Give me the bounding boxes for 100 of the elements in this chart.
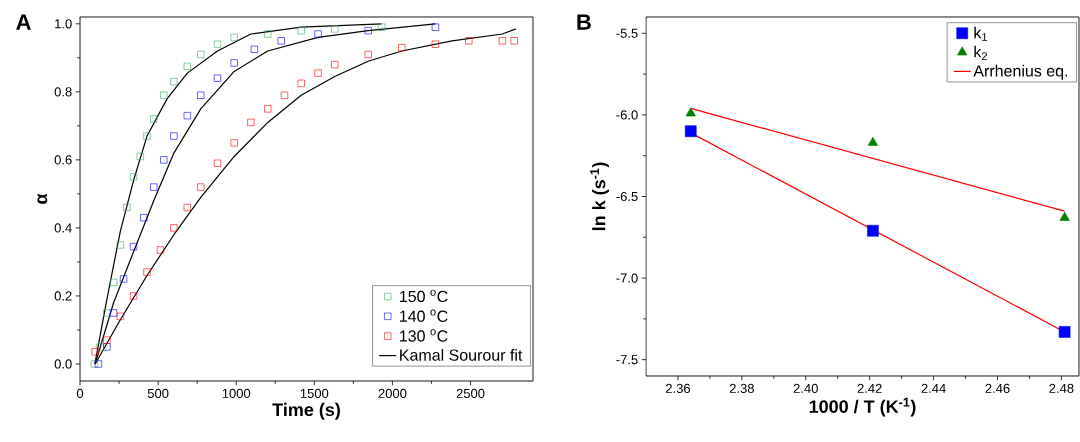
y-tick-label: 1.0 — [55, 19, 72, 29]
point — [213, 40, 222, 48]
point — [510, 37, 518, 45]
y-tick-label: 0.8 — [54, 87, 72, 97]
point — [684, 125, 697, 138]
legend-label: k$_{1}$ — [974, 26, 988, 41]
point — [150, 115, 158, 123]
x-tick-label: 2.40 — [793, 383, 818, 393]
point — [103, 343, 111, 351]
x-tick-label: 500 — [147, 388, 169, 398]
chart-title: A — [16, 14, 31, 30]
x-tick-label: 2.44 — [921, 383, 946, 393]
point — [364, 27, 372, 35]
point — [143, 268, 151, 276]
x-tick-label: 2.38 — [729, 383, 754, 393]
point — [140, 214, 148, 222]
y-tick-label: -7.5 — [616, 355, 638, 365]
y-tick-label: 0.4 — [54, 223, 72, 233]
point — [170, 224, 178, 232]
legend-label: k$_{2}$ — [974, 45, 988, 60]
point — [297, 27, 305, 35]
point — [264, 105, 272, 113]
point — [170, 132, 178, 140]
y-axis-title: α — [37, 193, 48, 204]
legend-label: Arrhenius eq. — [973, 64, 1068, 80]
y-tick-label: -6.5 — [616, 191, 638, 202]
point — [96, 343, 104, 351]
point — [160, 91, 168, 99]
point — [116, 241, 124, 249]
point — [867, 224, 879, 237]
legend-label: 140 $^{o}$C — [400, 309, 448, 322]
point — [90, 360, 98, 368]
legend-label: 130 $^{o}$C — [400, 329, 448, 342]
point — [264, 30, 272, 38]
point — [378, 23, 386, 31]
point — [170, 78, 178, 86]
point — [197, 91, 205, 99]
point — [867, 136, 878, 146]
legend-label: 150 $^{o}$C — [400, 289, 448, 303]
point — [116, 312, 124, 320]
point — [247, 118, 255, 127]
point — [183, 62, 191, 70]
legend-label: Kamal Sourour fit — [400, 349, 523, 361]
y-axis-title: ln k (s$^{-1}$) — [590, 162, 609, 231]
point — [129, 243, 138, 251]
point — [331, 61, 339, 69]
point — [213, 159, 222, 167]
point — [280, 91, 289, 99]
point — [91, 348, 99, 356]
x-tick-label: 2.36 — [665, 383, 691, 393]
point — [197, 50, 205, 59]
x-tick-label: 0 — [76, 388, 84, 398]
point — [431, 23, 439, 31]
x-tick-label: 1000 — [222, 388, 251, 398]
point — [136, 152, 144, 161]
point — [183, 112, 191, 120]
point — [156, 246, 165, 254]
x-tick-label: 2.46 — [985, 383, 1010, 393]
point — [431, 40, 439, 48]
point — [398, 44, 406, 52]
point — [1058, 326, 1071, 338]
point — [364, 50, 372, 59]
chart-title: B — [577, 14, 591, 30]
x-tick-label: 2.42 — [857, 383, 882, 393]
point — [331, 25, 339, 33]
point — [1059, 211, 1070, 221]
point — [230, 59, 238, 67]
x-axis-title: 1000 / T (K$^{-1}$) — [809, 397, 916, 417]
point — [103, 336, 111, 344]
point — [183, 203, 191, 212]
y-tick-label: 0.6 — [54, 155, 72, 165]
point — [277, 37, 285, 45]
point — [129, 173, 138, 181]
point — [213, 74, 222, 82]
point — [123, 203, 131, 212]
point — [103, 309, 111, 317]
point — [129, 292, 138, 300]
point — [160, 156, 168, 164]
y-tick-label: -7.0 — [616, 273, 638, 283]
y-tick-label: -5.5 — [616, 28, 638, 38]
point — [498, 37, 506, 45]
y-tick-label: 0.2 — [54, 291, 72, 301]
point — [197, 183, 205, 191]
point — [110, 278, 118, 286]
point — [230, 33, 238, 42]
point — [94, 360, 103, 368]
x-tick-label: 2500 — [456, 388, 485, 398]
point — [120, 275, 128, 283]
x-tick-label: 1500 — [300, 388, 329, 398]
x-axis-title: Time (s) — [272, 402, 340, 420]
y-tick-label: 0.0 — [54, 359, 72, 369]
point — [230, 139, 238, 147]
point — [143, 132, 151, 140]
point — [314, 30, 322, 38]
point — [685, 107, 696, 117]
point — [297, 79, 305, 87]
x-tick-label: 2.48 — [1049, 383, 1074, 393]
point — [465, 37, 473, 45]
point — [314, 69, 322, 77]
x-tick-label: 2000 — [378, 388, 407, 398]
